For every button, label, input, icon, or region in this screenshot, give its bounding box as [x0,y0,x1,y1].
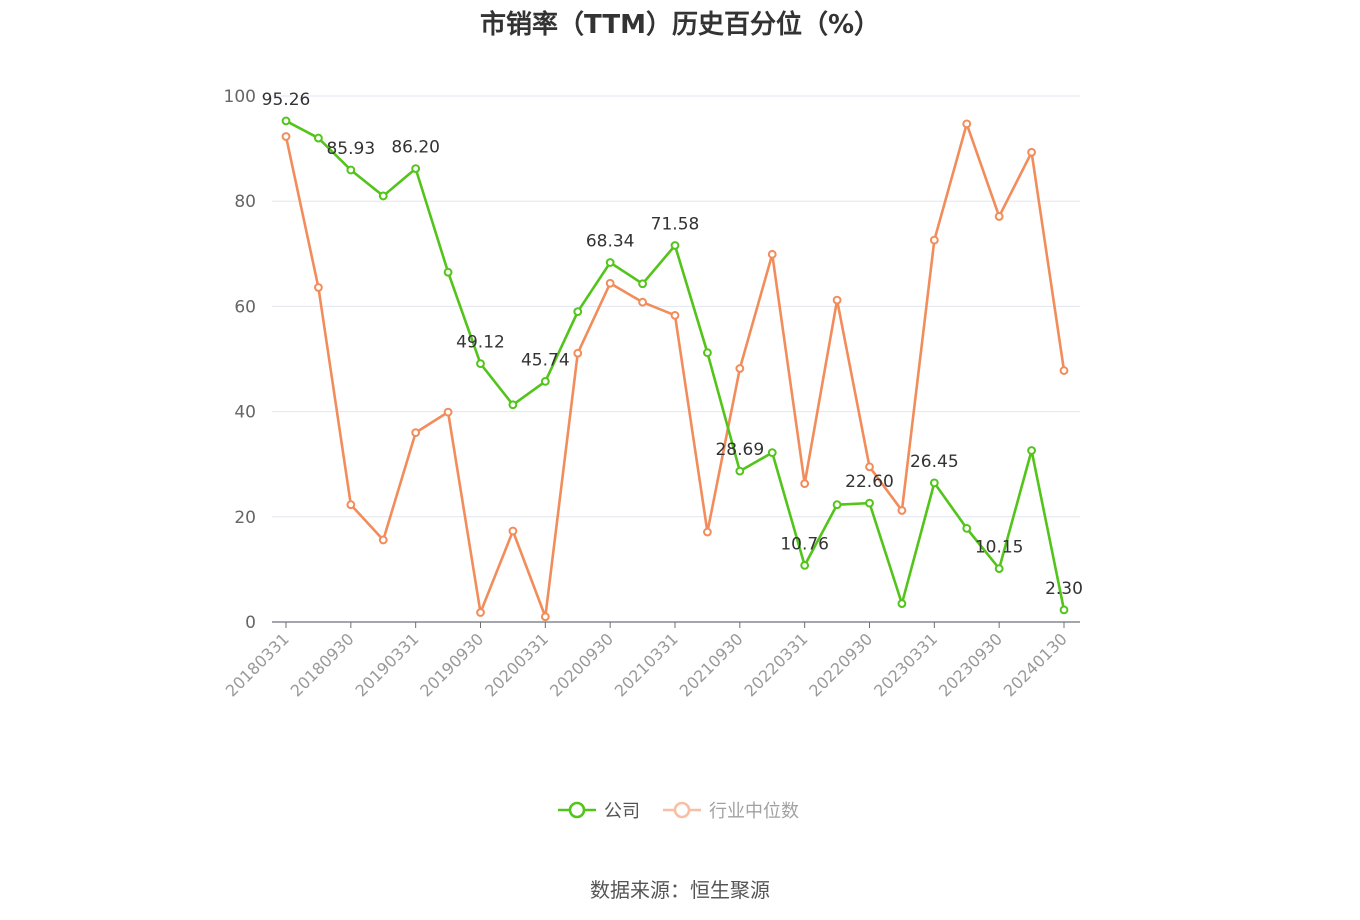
series-0-point [897,599,907,608]
x-tick-label: 20220331 [740,629,811,700]
x-tick-label: 20210930 [676,629,747,700]
y-tick-label: 60 [234,297,256,317]
series-1-point [1027,147,1036,157]
series-1-point [411,428,421,438]
series-0-point [1027,446,1036,455]
series-0-point [929,478,939,488]
x-axis: 2018033120180930201903312019093020200331… [222,621,1080,700]
series-0-point [346,165,356,175]
data-label: 45.74 [521,350,570,370]
x-tick-label: 20210331 [611,629,682,700]
data-source: 数据来源：恒生聚源 [590,878,770,902]
series-line-1 [284,122,1066,619]
x-tick-label: 20200331 [481,629,552,700]
series-1-point [962,119,972,129]
legend-label: 公司 [604,801,640,822]
series-0-point [832,500,842,510]
y-axis: 0 20 40 60 80 100 [224,87,256,633]
series-0-point [962,523,972,533]
x-tick-label: 20200930 [546,629,617,700]
series-1-point [638,297,647,307]
data-label: 86.20 [391,138,440,158]
data-label: 68.34 [586,232,635,252]
x-tick-label: 20180930 [287,629,358,700]
series-0-point [670,241,680,250]
series-0-point [767,448,777,458]
series-0-point [540,377,550,386]
data-label: 85.93 [326,139,375,159]
data-labels: 95.26 85.93 86.20 49.12 45.74 68.34 71.58 28.69… [262,90,1083,599]
series-0-point [281,116,291,126]
x-tick-label: 20230930 [935,629,1006,700]
x-tick-label: 20240130 [1000,629,1071,700]
x-tick-label: 20190930 [416,629,487,700]
series-1-point [508,526,518,536]
y-tick-label: 20 [234,508,256,528]
series-0-point [1059,605,1069,615]
legend-label: 行业中位数 [709,801,799,822]
data-label: 26.45 [910,452,959,472]
legend-marker [673,801,691,819]
data-label: 95.26 [262,90,311,110]
grid-lines [272,95,1080,518]
series-1-point [443,407,453,417]
data-label: 22.60 [845,472,894,492]
series-1-point [929,235,939,245]
series-1-point [832,295,842,305]
series-0-point [508,400,518,410]
series-0-point [994,564,1004,574]
x-tick-label: 20230331 [870,629,941,700]
series-1-point [346,500,356,510]
series-0-point [703,348,712,358]
legend-item-0[interactable]: 公司 [558,801,640,822]
series-1-point [865,462,874,472]
series-1-point [897,506,907,515]
x-tick-label: 20190331 [351,629,422,700]
series-1-point [573,348,583,358]
series-1-point [703,527,712,537]
y-tick-label: 80 [234,192,256,212]
series-1-point [540,612,550,622]
x-tick-label: 20220930 [805,629,876,700]
series-0-point [638,279,647,289]
series-0-point [735,466,745,476]
data-label: 10.76 [780,534,829,554]
series-0-point [378,191,388,201]
series-0-point [314,133,323,143]
y-tick-label: 40 [234,403,256,423]
series-1-point [476,608,485,617]
data-label: 28.69 [715,440,764,460]
legend[interactable]: 公司 行业中位数 [558,801,799,822]
series-0-point [476,359,485,369]
series-1-point [800,479,810,489]
data-label: 49.12 [456,333,505,353]
series-0-point [800,561,810,570]
chart-title: 市销率（TTM）历史百分位（%） [480,10,880,40]
series-0-point [443,267,453,277]
y-tick-label: 100 [224,87,256,107]
data-label: 2.30 [1045,579,1083,599]
series-1-point [281,132,291,141]
series-group [281,116,1069,622]
legend-marker [568,801,586,819]
series-0-point [411,164,421,173]
data-label: 71.58 [651,214,700,234]
legend-item-1[interactable]: 行业中位数 [663,801,799,822]
series-0-point [573,307,583,317]
series-0-point [605,258,615,267]
series-1-point [994,212,1004,221]
series-1-point [1059,366,1069,375]
series-1-point [605,278,615,288]
series-1-point [735,364,745,373]
series-0-point [865,498,874,508]
x-tick-label: 20180331 [222,629,293,700]
y-tick-label: 0 [245,613,256,633]
series-1-point [670,310,680,320]
series-1-point [314,283,323,292]
data-label: 10.15 [975,538,1024,558]
series-1-point [767,249,777,259]
series-1-point [378,535,388,545]
